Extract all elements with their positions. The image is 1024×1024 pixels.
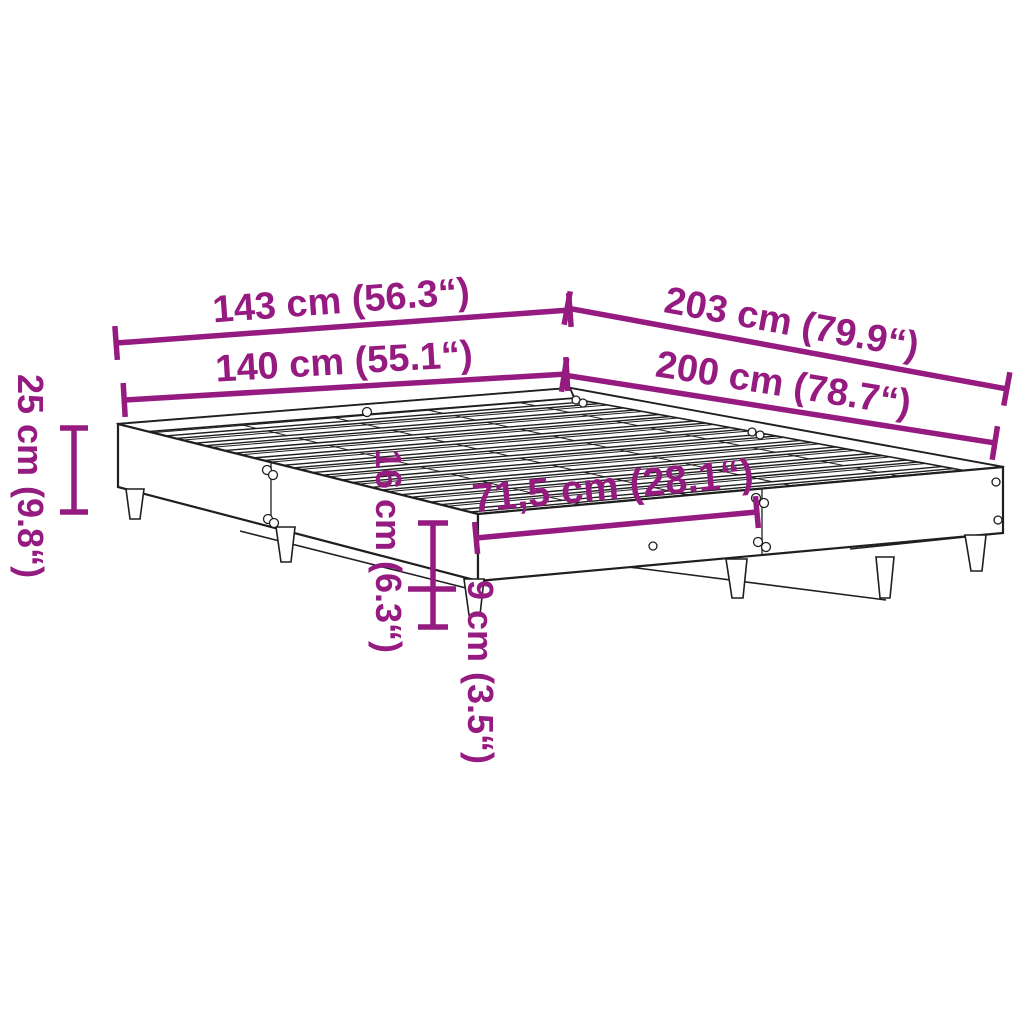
dimension-end-tick xyxy=(752,495,762,529)
dimension-line xyxy=(475,509,758,541)
dimension-line xyxy=(115,307,571,346)
dimension-height-split: 16 cm (6.3“) 9 cm (3.5“) xyxy=(368,449,501,764)
dimension-end-tick xyxy=(112,325,121,361)
dimension-end-tick xyxy=(120,382,128,418)
dimension-clearance-label: 9 cm (3.5“) xyxy=(460,580,501,764)
leg xyxy=(964,534,987,572)
foot-rail-panel xyxy=(476,465,1005,583)
dimension-end-tick xyxy=(989,425,1001,461)
dimension-end-tick xyxy=(561,290,573,326)
slat-shadow-lines xyxy=(150,395,961,507)
leg xyxy=(875,556,895,599)
leg xyxy=(725,558,748,599)
dimension-line xyxy=(124,371,567,403)
legs xyxy=(125,488,987,616)
bed-frame-drawing xyxy=(115,386,1005,616)
dimension-total-height-label: 25 cm (9.8“) xyxy=(10,374,51,578)
dimension-line xyxy=(563,372,996,446)
dimension-total-height: 25 cm (9.8“) xyxy=(10,374,88,578)
leg xyxy=(463,578,485,616)
leg xyxy=(275,526,296,563)
dimension-end-tick xyxy=(471,521,481,555)
dimension-end-tick xyxy=(1001,371,1013,407)
dimension-end-tick xyxy=(558,357,570,393)
leg xyxy=(125,488,145,520)
dimension-rail-height-label: 16 cm (6.3“) xyxy=(368,449,409,653)
dimension-line xyxy=(566,305,1008,392)
